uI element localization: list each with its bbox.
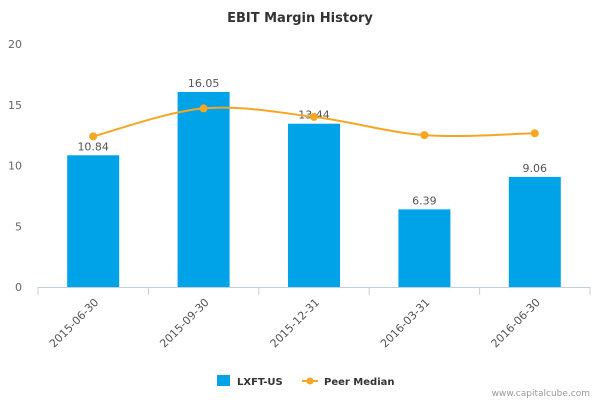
bar-2015-06-30[interactable] (67, 155, 120, 287)
source-credit: www.capitalcube.com (492, 389, 590, 399)
y-tick-label: 10 (8, 160, 22, 173)
bar-data-label: 16.05 (188, 77, 220, 90)
bar-data-label: 6.39 (412, 194, 437, 207)
bar-2016-06-30[interactable] (508, 176, 561, 287)
x-axis-labels: 2015-06-30 2015-09-30 2015-12-31 2016-03-31… (47, 296, 543, 350)
peer-median-point-2015-09-30[interactable] (199, 104, 208, 113)
bar-data-label: 10.84 (77, 140, 109, 153)
bar-data-label: 9.06 (523, 162, 548, 175)
bar-series (67, 91, 561, 288)
y-tick-label: 20 (8, 38, 22, 51)
peer-median-point-2016-06-30[interactable] (530, 129, 539, 138)
x-tick-label: 2015-12-31 (268, 296, 322, 350)
y-axis-ticks: 0 5 10 15 20 (8, 38, 22, 294)
x-tick-label: 2016-06-30 (489, 296, 543, 350)
chart-title: EBIT Margin History (227, 11, 373, 26)
bar-2016-03-31[interactable] (398, 209, 451, 287)
legend-label-peer: Peer Median (324, 377, 395, 388)
peer-median-point-2015-12-31[interactable] (310, 112, 318, 121)
x-tick-label: 2015-09-30 (157, 296, 211, 350)
y-tick-label: 15 (8, 99, 22, 112)
peer-median-point-2015-06-30[interactable] (89, 132, 98, 141)
bar-2015-12-31[interactable] (288, 123, 340, 287)
legend-swatch-lxft (217, 375, 230, 386)
legend-swatch-peer-marker (306, 377, 314, 385)
legend[interactable]: LXFT-US Peer Median (217, 375, 395, 388)
x-axis-tickmarks (37, 287, 591, 295)
x-tick-label: 2016-03-31 (378, 296, 432, 350)
x-tick-label: 2015-06-30 (47, 296, 101, 350)
legend-label-lxft: LXFT-US (237, 377, 283, 388)
y-tick-label: 0 (15, 281, 22, 294)
peer-median-series (89, 104, 539, 141)
peer-median-point-2016-03-31[interactable] (420, 131, 429, 140)
y-tick-label: 5 (15, 220, 22, 233)
bar-2015-09-30[interactable] (177, 91, 230, 288)
